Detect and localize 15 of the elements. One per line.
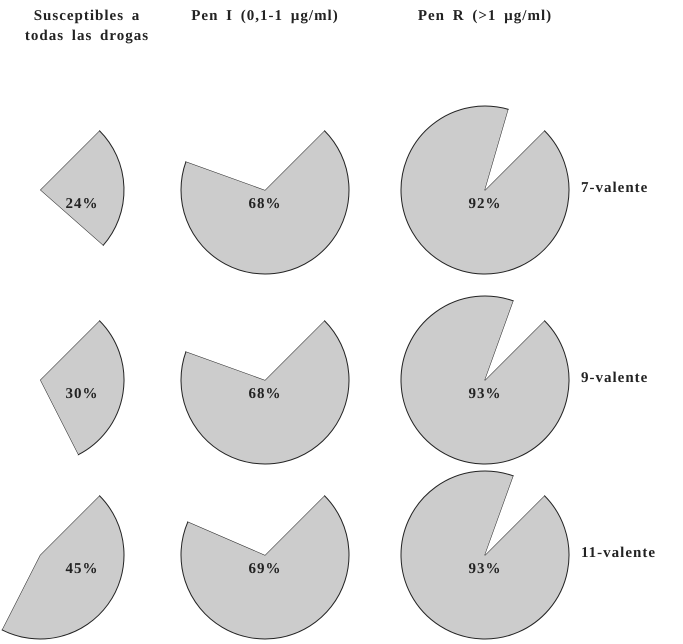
- data-label: 92%: [468, 196, 502, 212]
- data-label: 45%: [66, 561, 98, 577]
- data-label: 68%: [248, 386, 282, 402]
- data-label: 30%: [66, 386, 98, 402]
- text: 9-valente: [581, 370, 648, 387]
- data-label: 93%: [468, 386, 502, 402]
- text: 11-valente: [581, 545, 656, 562]
- data-label: 93%: [468, 561, 502, 577]
- text: 7-valente: [581, 180, 648, 197]
- data-label: 68%: [248, 196, 282, 212]
- chart-title: Pen I (0,1-1 µg/ml): [190, 7, 340, 26]
- data-label: 24%: [66, 196, 98, 212]
- chart-title: Pen R (>1 µg/ml): [416, 7, 554, 26]
- chart-title: Susceptibles a todas las drogas: [24, 7, 150, 46]
- data-label: 69%: [248, 561, 282, 577]
